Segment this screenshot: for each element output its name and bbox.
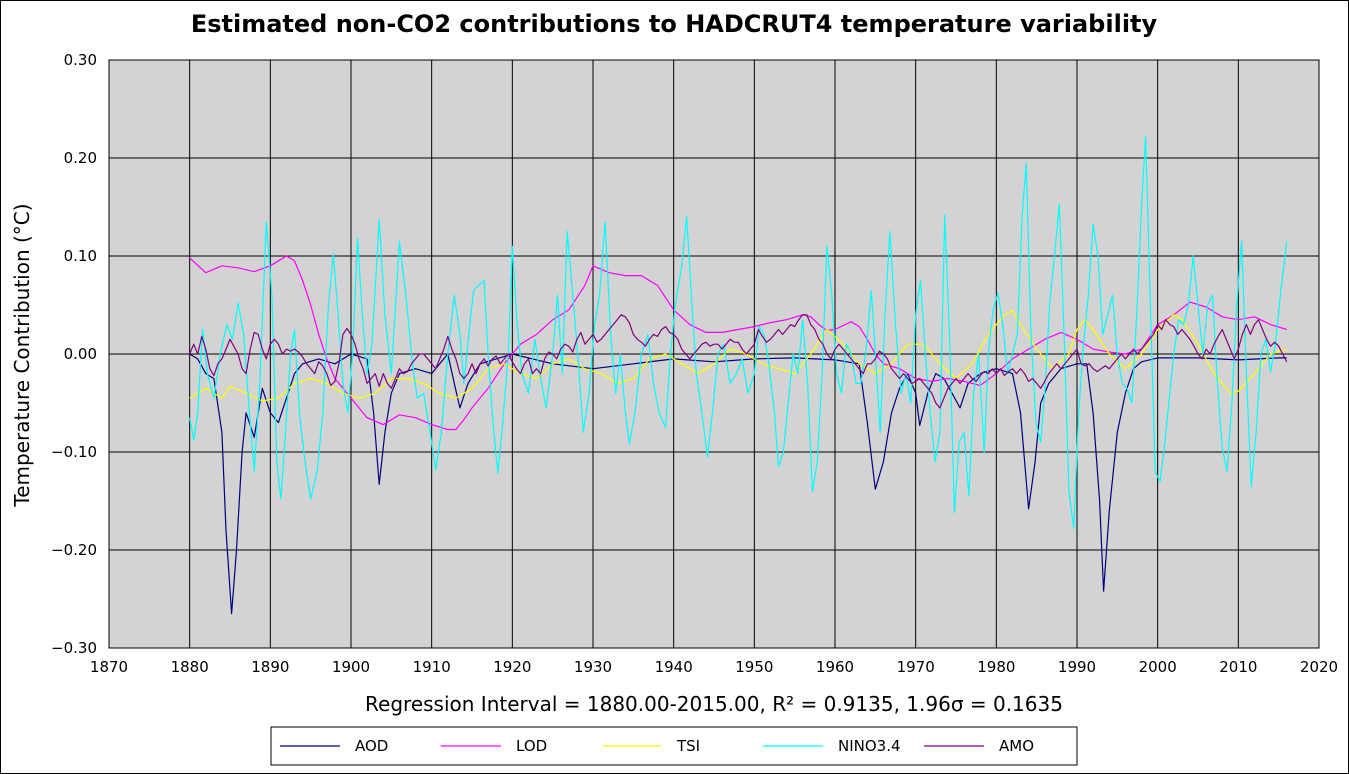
legend-label: NINO3.4 [838, 737, 901, 755]
x-tick-label: 1990 [1058, 658, 1096, 676]
legend-label: LOD [516, 737, 547, 755]
legend-label: AMO [999, 737, 1034, 755]
x-tick-label: 1960 [816, 658, 854, 676]
x-tick-label: 1930 [574, 658, 612, 676]
x-tick-label: 1870 [90, 658, 128, 676]
x-tick-label: 2000 [1139, 658, 1177, 676]
y-axis-label: Temperature Contribution (°C) [10, 203, 34, 507]
y-tick-label: −0.30 [51, 639, 97, 657]
x-tick-label: 2020 [1300, 658, 1338, 676]
legend: AOD LOD TSI NINO3.4 AMO [280, 737, 1034, 755]
y-tick-label: −0.20 [51, 541, 97, 559]
y-tick-label: 0.30 [64, 51, 97, 69]
x-tick-labels: 1870 1880 1890 1900 1910 1920 1930 1940 1950 1960… [90, 658, 1338, 676]
series-line-aod [189, 353, 1287, 615]
x-tick-label: 1980 [977, 658, 1015, 676]
series-lines [189, 135, 1288, 615]
series-line-tsi [189, 310, 1287, 402]
y-tick-label: 0.10 [64, 247, 97, 265]
y-tick-labels: 0.30 0.20 0.10 0.00 −0.10 −0.20 −0.30 [51, 51, 97, 657]
legend-label: TSI [676, 737, 700, 755]
plot-border [108, 59, 1320, 649]
series-line-nino3-4 [189, 135, 1288, 530]
x-tick-label: 1880 [171, 658, 209, 676]
x-axis-label: Regression Interval = 1880.00-2015.00, R… [365, 692, 1063, 716]
chart-title: Estimated non-CO2 contributions to HADCR… [191, 10, 1158, 38]
y-tick-label: −0.10 [51, 443, 97, 461]
y-tick-label: 0.00 [64, 345, 97, 363]
x-tick-label: 1920 [493, 658, 531, 676]
y-tick-label: 0.20 [64, 149, 97, 167]
x-tick-label: 2010 [1219, 658, 1257, 676]
legend-label: AOD [355, 737, 388, 755]
x-tick-label: 1900 [332, 658, 370, 676]
series-line-amo [189, 314, 1288, 409]
x-tick-label: 1910 [413, 658, 451, 676]
x-tick-label: 1970 [897, 658, 935, 676]
x-tick-label: 1940 [655, 658, 693, 676]
x-tick-label: 1890 [251, 658, 289, 676]
x-tick-label: 1950 [735, 658, 773, 676]
